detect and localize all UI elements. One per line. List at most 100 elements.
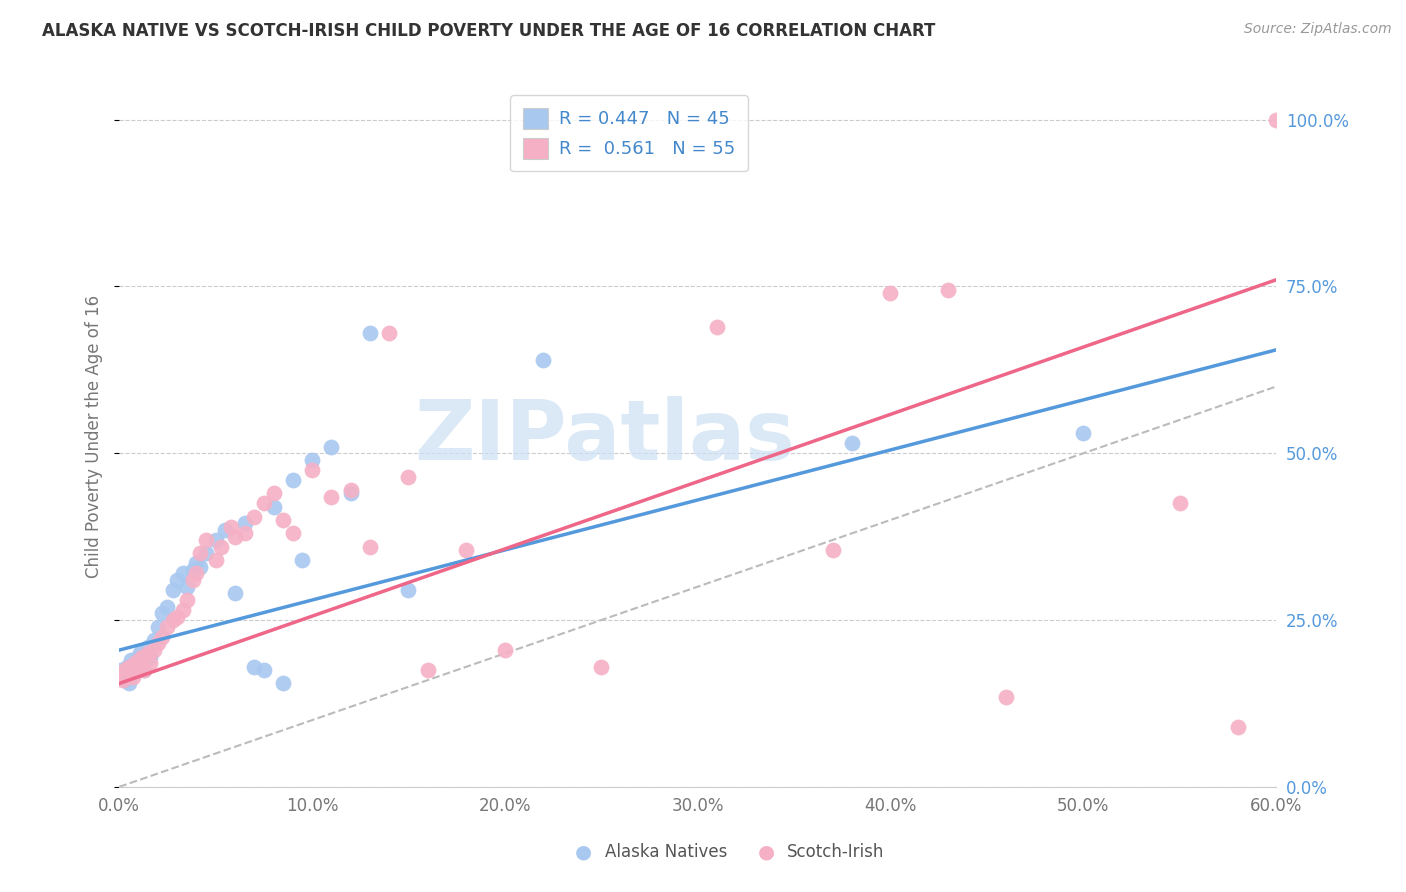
Point	[129, 657, 152, 671]
Point	[110, 666, 132, 681]
Text: Alaska Natives: Alaska Natives	[605, 843, 727, 861]
Point	[186, 566, 208, 581]
Point	[121, 666, 143, 681]
Point	[112, 670, 135, 684]
Point	[243, 509, 266, 524]
Point	[131, 649, 153, 664]
Point	[271, 676, 294, 690]
Point	[195, 533, 218, 547]
Point	[253, 496, 276, 510]
Point	[233, 526, 256, 541]
Point	[166, 609, 188, 624]
Point	[188, 546, 211, 560]
Point	[118, 659, 141, 673]
Point	[204, 533, 226, 547]
Point	[114, 663, 136, 677]
Point	[172, 603, 194, 617]
Point	[156, 599, 179, 614]
Point	[1226, 720, 1249, 734]
Point	[591, 659, 613, 673]
Point	[114, 673, 136, 687]
Point	[301, 463, 323, 477]
Point	[271, 513, 294, 527]
Point	[121, 670, 143, 684]
Point	[233, 516, 256, 531]
Point	[301, 453, 323, 467]
Point	[1168, 496, 1191, 510]
Point	[128, 653, 150, 667]
Point	[1265, 112, 1288, 127]
Point	[115, 659, 138, 673]
Point	[115, 670, 138, 684]
Point	[131, 657, 153, 671]
Point	[162, 582, 184, 597]
Point	[321, 490, 343, 504]
Point	[398, 469, 420, 483]
Point	[176, 593, 198, 607]
Point	[150, 607, 173, 621]
Point	[339, 486, 361, 500]
Point	[243, 659, 266, 673]
Point	[1071, 426, 1094, 441]
Point	[879, 286, 901, 301]
Legend: R = 0.447   N = 45, R =  0.561   N = 55: R = 0.447 N = 45, R = 0.561 N = 55	[510, 95, 748, 171]
Point	[936, 283, 959, 297]
Point	[188, 559, 211, 574]
Point	[291, 553, 314, 567]
Point	[281, 473, 304, 487]
Point	[125, 663, 148, 677]
Point	[110, 663, 132, 677]
Point	[129, 647, 152, 661]
Point	[224, 530, 246, 544]
Point	[150, 630, 173, 644]
Point	[416, 663, 439, 677]
Point	[841, 436, 863, 450]
Point	[176, 580, 198, 594]
Point	[359, 326, 381, 341]
Point	[263, 486, 285, 500]
Point	[321, 440, 343, 454]
Point	[456, 543, 478, 558]
Point	[533, 352, 555, 367]
Y-axis label: Child Poverty Under the Age of 16: Child Poverty Under the Age of 16	[86, 295, 103, 578]
Point	[339, 483, 361, 497]
Point	[120, 666, 142, 681]
Point	[219, 519, 242, 533]
Point	[224, 586, 246, 600]
Point	[112, 673, 135, 687]
Point	[146, 636, 169, 650]
Text: Source: ZipAtlas.com: Source: ZipAtlas.com	[1244, 22, 1392, 37]
Text: ●: ●	[758, 842, 775, 862]
Point	[120, 653, 142, 667]
Point	[146, 620, 169, 634]
Point	[359, 540, 381, 554]
Point	[181, 563, 204, 577]
Point	[139, 649, 162, 664]
Point	[143, 643, 166, 657]
Point	[263, 500, 285, 514]
Point	[118, 676, 141, 690]
Point	[125, 663, 148, 677]
Point	[166, 573, 188, 587]
Point	[995, 690, 1018, 704]
Point	[143, 633, 166, 648]
Point	[281, 526, 304, 541]
Point	[398, 582, 420, 597]
Point	[821, 543, 844, 558]
Text: ZIPatlas: ZIPatlas	[415, 396, 796, 477]
Point	[162, 613, 184, 627]
Point	[136, 647, 159, 661]
Point	[706, 319, 728, 334]
Text: ●: ●	[575, 842, 592, 862]
Point	[128, 649, 150, 664]
Point	[214, 523, 236, 537]
Point	[181, 573, 204, 587]
Point	[195, 546, 218, 560]
Text: ALASKA NATIVE VS SCOTCH-IRISH CHILD POVERTY UNDER THE AGE OF 16 CORRELATION CHAR: ALASKA NATIVE VS SCOTCH-IRISH CHILD POVE…	[42, 22, 935, 40]
Point	[134, 663, 156, 677]
Point	[134, 663, 156, 677]
Point	[136, 640, 159, 654]
Point	[204, 553, 226, 567]
Point	[378, 326, 401, 341]
Point	[156, 620, 179, 634]
